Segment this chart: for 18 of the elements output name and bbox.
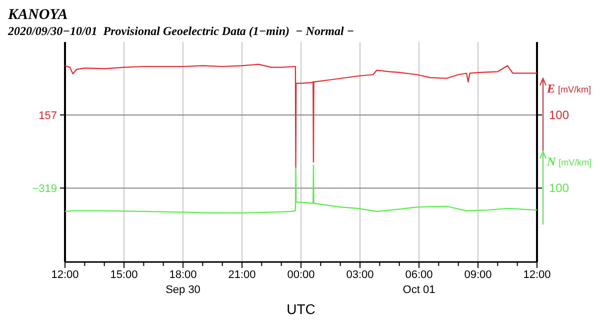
x-tick-label: 06:00 Oct 01 xyxy=(402,269,436,296)
x-tick-label: 00:00 xyxy=(287,269,315,281)
x-tick-label: 21:00 xyxy=(228,269,256,281)
legend-label: E [mV/km] xyxy=(546,81,592,96)
text: −319 xyxy=(32,183,57,196)
text: 157 xyxy=(38,110,57,122)
text: 100 xyxy=(549,181,570,196)
x-tick-label: 12:00 xyxy=(523,269,551,281)
x-tick-label: 18:00 Sep 30 xyxy=(166,269,200,296)
text: 100 xyxy=(549,108,570,122)
x-axis-title: UTC xyxy=(286,301,316,317)
chart-subtitle: 2020/09/30−10/01 Provisional Geoelectric Data (1−min) − Normal − xyxy=(7,24,354,38)
chart-title: KANOYA xyxy=(7,7,68,23)
x-tick-label: 09:00 xyxy=(464,269,492,281)
legend-label: N [mV/km] xyxy=(546,154,592,169)
x-tick-label: 12:00 xyxy=(51,269,79,281)
x-tick-label: 15:00 xyxy=(110,269,138,281)
x-tick-label: 03:00 xyxy=(346,269,374,281)
